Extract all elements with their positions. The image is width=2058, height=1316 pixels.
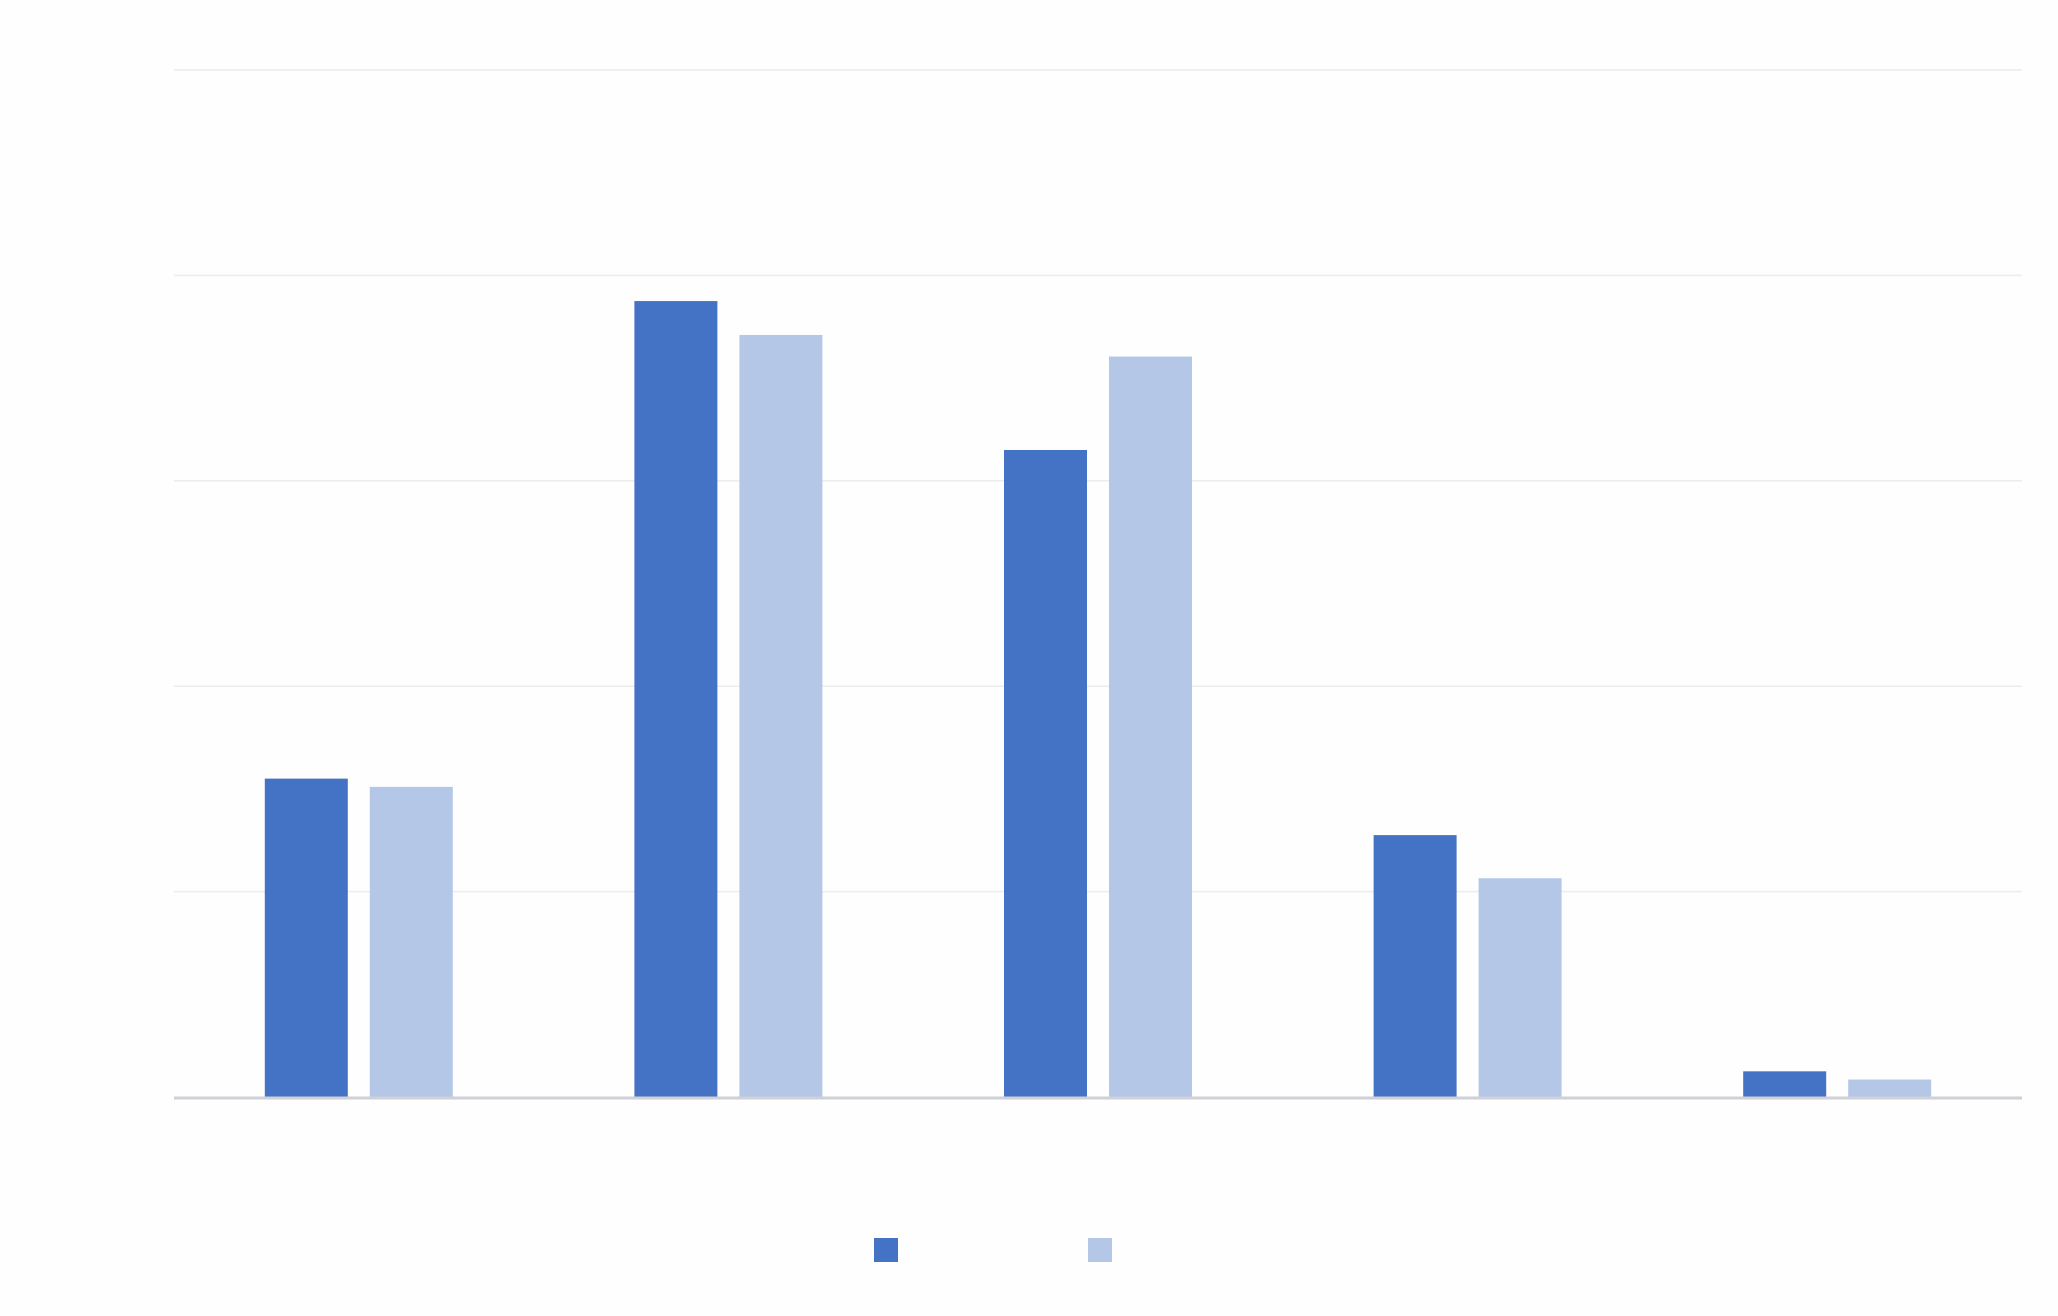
bar-series-2-category-5 (1848, 1079, 1932, 1097)
legend (0, 1230, 2058, 1270)
legend-swatch-series-2 (1088, 1238, 1112, 1262)
bar-series-1-category-2 (634, 301, 718, 1097)
bar-series-1-category-4 (1373, 835, 1457, 1097)
bar-series-1-category-5 (1743, 1071, 1827, 1097)
bar-series-1-category-3 (1004, 449, 1087, 1097)
bar-series-1-category-1 (264, 778, 348, 1097)
legend-item-series-1 (874, 1235, 970, 1265)
bar-series-2-category-3 (1109, 356, 1192, 1098)
bar-series-2-category-4 (1478, 878, 1562, 1097)
legend-item-series-2 (1088, 1235, 1184, 1265)
bar-series-2-category-1 (369, 786, 453, 1097)
bar-series-2-category-2 (739, 334, 823, 1097)
legend-swatch-series-1 (874, 1238, 898, 1262)
